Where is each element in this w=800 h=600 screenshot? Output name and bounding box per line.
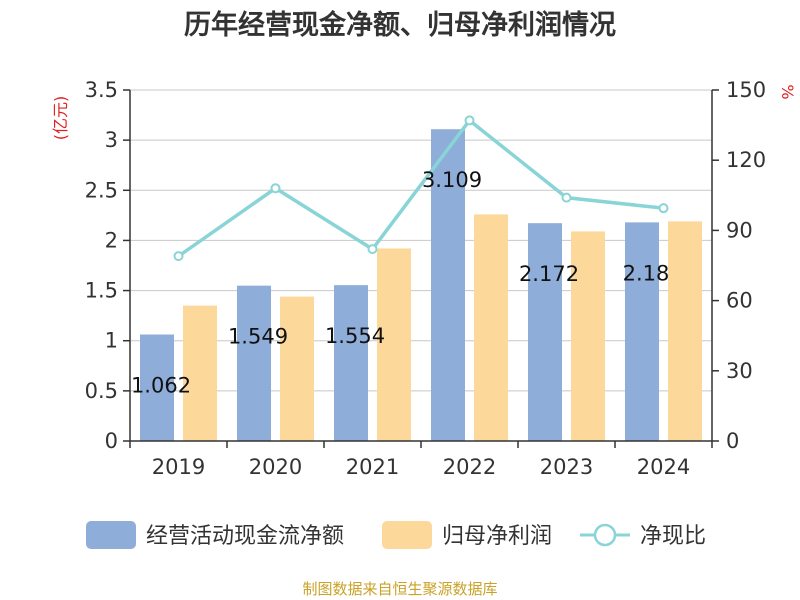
bar-cashflow [431,129,465,441]
bar-cashflow [140,334,174,441]
bar-net-profit [377,248,411,441]
chart-title: 历年经营现金净额、归母净利润情况 [184,9,616,41]
right-axis-tick-label: 0 [726,429,739,453]
legend-swatch-net-profit [382,521,432,549]
bars [140,129,702,441]
left-axis-tick-label: 2 [105,228,118,252]
ratio-line-path [177,117,664,258]
ratio-point [367,244,378,255]
left-axis-tick-label: 3.5 [85,78,118,102]
left-axis-unit: (亿元) [51,96,70,141]
bar-net-profit [280,296,314,441]
bar-cashflow [528,223,562,441]
right-axis-tick-label: 90 [726,218,753,242]
ratio-point [173,251,184,262]
x-axis-tick-label: 2024 [637,455,690,479]
data-label: 1.549 [228,325,288,349]
data-label: 3.109 [422,168,482,192]
legend-swatch-cashflow [86,521,136,549]
legend-marker-ratio [593,523,617,547]
bar-net-profit [668,221,702,441]
bar-cashflow [334,285,368,441]
data-label: 2.172 [519,262,579,286]
ratio-point [658,203,669,214]
source-note: 制图数据来自恒生聚源数据库 [302,580,497,598]
x-axis-tick-label: 2021 [346,455,399,479]
x-axis-tick-label: 2019 [152,455,205,479]
grid-lines [130,89,712,392]
legend-label-net-profit: 归母净利润 [442,524,552,549]
right-axis-unit: % [778,84,797,99]
right-axis-tick-label: 150 [726,78,766,102]
bar-cashflow [237,285,271,441]
data-label: 1.554 [325,324,385,348]
left-axis-tick-label: 3 [105,128,118,152]
bar-net-profit [183,305,217,441]
ratio-point [561,192,572,203]
right-axis-tick-label: 60 [726,289,753,313]
right-axis-tick-label: 120 [726,148,766,172]
data-label: 2.18 [623,261,670,285]
x-axis-tick-label: 2022 [443,455,496,479]
x-axis-tick-label: 2023 [540,455,593,479]
left-axis-tick-label: 2.5 [85,178,118,202]
bar-net-profit [571,231,605,441]
bar-net-profit [474,214,508,441]
ratio-point [270,183,281,194]
left-axis-tick-label: 1 [105,329,118,353]
legend-label-cashflow: 经营活动现金流净额 [146,524,344,549]
bar-cashflow [625,222,659,441]
legend: 经营活动现金流净额 归母净利润 净现比 [86,521,706,549]
axes: 0 0.5 1 1.5 2 2.5 3 3.5 0 30 60 90 120 150 2019 2020 202… [85,78,767,479]
right-axis-tick-label: 30 [726,359,753,383]
x-axis-tick-label: 2020 [249,455,302,479]
data-labels: 1.062 1.549 1.554 3.109 2.172 2.18 [131,168,669,397]
left-axis-tick-label: 0 [105,429,118,453]
ratio-point [464,115,475,126]
left-axis-tick-label: 1.5 [85,279,118,303]
left-axis-tick-label: 0.5 [85,379,118,403]
ratio-line [173,115,669,262]
legend-label-ratio: 净现比 [640,524,706,549]
data-label: 1.062 [131,373,191,397]
